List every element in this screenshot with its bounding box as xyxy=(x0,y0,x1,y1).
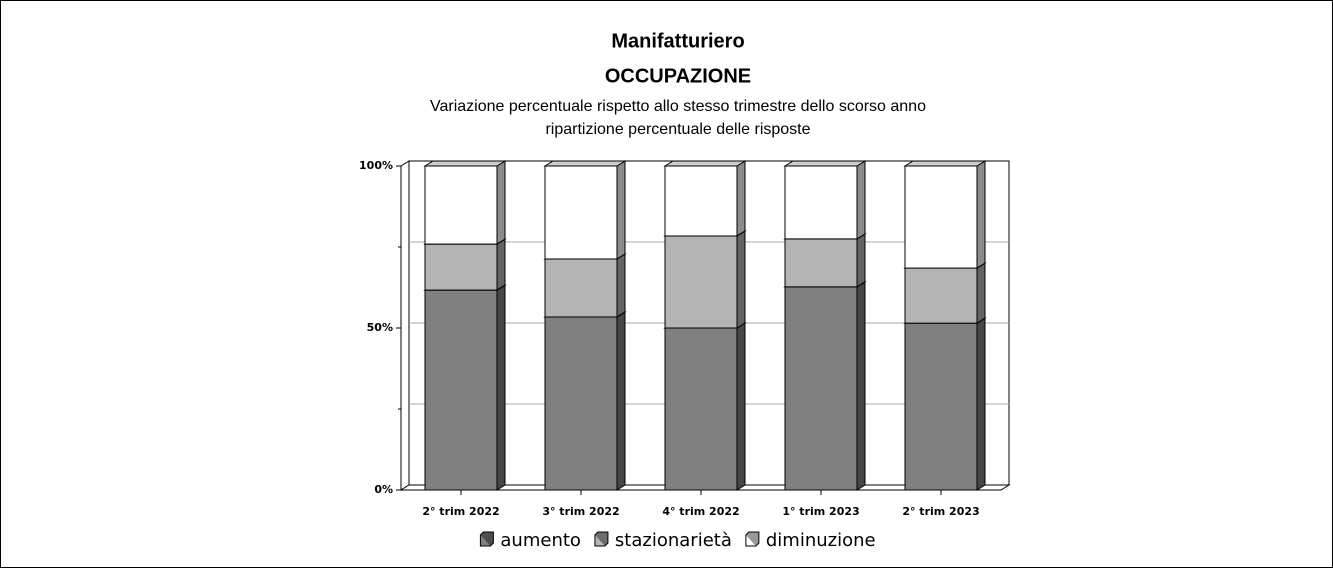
legend-swatch-side xyxy=(745,531,760,547)
legend-label: diminuzione xyxy=(766,530,876,551)
bar-front xyxy=(544,165,618,260)
bar-side xyxy=(976,317,986,491)
legend-label: aumento xyxy=(500,530,581,551)
bar-segment xyxy=(423,238,507,291)
bar-side xyxy=(856,232,866,288)
chart-subtitle: OCCUPAZIONE xyxy=(605,65,751,87)
x-tick-label: 4° trim 2022 xyxy=(662,505,739,518)
legend-item: stazionarietà xyxy=(594,530,732,551)
bar-side xyxy=(736,322,746,491)
x-tick-label: 3° trim 2022 xyxy=(542,505,619,518)
bar-segment xyxy=(543,253,627,318)
bar-segment xyxy=(423,160,507,245)
bar-front xyxy=(664,327,738,491)
legend-swatch-side xyxy=(594,531,609,547)
bar-side xyxy=(856,160,866,240)
bar-segment xyxy=(903,160,987,269)
bar-segment xyxy=(783,232,867,288)
bar-side xyxy=(856,280,866,491)
x-tick-label: 1° trim 2023 xyxy=(782,505,859,518)
bar-segment xyxy=(783,160,867,240)
bar-side xyxy=(496,238,506,291)
legend-swatch-side xyxy=(480,531,494,547)
chart-title: Manifatturiero xyxy=(611,30,744,52)
bar-top xyxy=(423,160,507,167)
bar-front xyxy=(904,322,978,491)
bar-segment xyxy=(663,322,747,491)
bar-top xyxy=(783,160,867,167)
bar-side xyxy=(616,160,626,260)
x-tick-label: 2° trim 2022 xyxy=(422,505,499,518)
bar-segment xyxy=(903,317,987,491)
x-tick-label: 2° trim 2023 xyxy=(902,505,979,518)
legend-label: stazionarietà xyxy=(615,530,732,551)
bar-front xyxy=(784,286,858,491)
bar-side xyxy=(496,160,506,245)
bar-segment xyxy=(543,311,627,491)
legend: aumento stazionarietà diminuzione xyxy=(479,530,876,551)
legend-item: diminuzione xyxy=(745,530,876,551)
bar-front xyxy=(424,165,498,245)
note: ripartizione percentuale delle risposte xyxy=(545,121,810,138)
bar-front xyxy=(664,235,738,329)
left-wall xyxy=(400,160,410,491)
bar-top xyxy=(903,160,987,167)
legend-item: aumento xyxy=(479,530,581,551)
bar-segment xyxy=(423,284,507,491)
bar-front xyxy=(424,243,498,291)
bar-side xyxy=(616,253,626,318)
y-tick-label: 0% xyxy=(374,483,393,496)
bar-side xyxy=(736,230,746,329)
bar-segment xyxy=(663,160,747,237)
y-tick-label: 100% xyxy=(359,159,393,172)
bar-front xyxy=(664,165,738,237)
y-tick-label: 50% xyxy=(367,321,393,334)
bar-top xyxy=(663,160,747,167)
bar-front xyxy=(904,165,978,269)
bar-front xyxy=(904,267,978,324)
bar-front xyxy=(784,165,858,240)
bar-front xyxy=(544,258,618,318)
bar-side xyxy=(976,160,986,269)
bar-top xyxy=(543,160,627,167)
note: Variazione percentuale rispetto allo ste… xyxy=(430,98,926,115)
bar-side xyxy=(736,160,746,237)
bar-side xyxy=(496,284,506,491)
bar-segment xyxy=(903,262,987,325)
bar-side xyxy=(616,311,626,491)
bar-side xyxy=(976,262,986,325)
bar-front xyxy=(544,316,618,491)
bar-segment xyxy=(783,280,867,491)
bar-front xyxy=(784,238,858,288)
bar-front xyxy=(424,289,498,491)
bar-segment xyxy=(543,160,627,260)
bar-segment xyxy=(663,230,747,329)
